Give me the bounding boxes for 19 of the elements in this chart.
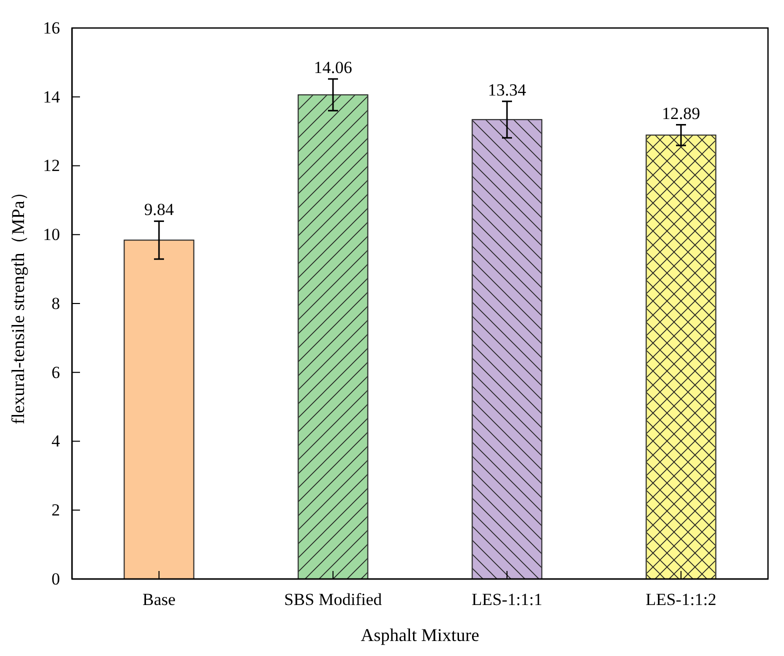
y-tick-label: 12 — [43, 156, 60, 176]
data-label: 13.34 — [488, 80, 527, 100]
y-tick-label: 6 — [52, 362, 60, 382]
y-tick-label: 14 — [43, 87, 60, 106]
x-tick-label: Base — [142, 590, 176, 610]
x-tick-label: SBS Modified — [284, 590, 382, 610]
data-label: 14.06 — [314, 58, 352, 77]
x-axis-title: Asphalt Mixture — [360, 625, 480, 645]
y-tick-label: 0 — [52, 569, 60, 588]
y-tick-label: 16 — [43, 18, 60, 38]
y-axis-title: flexural-tensile strength（MPa） — [8, 182, 28, 424]
data-label: 12.89 — [662, 104, 700, 123]
x-tick-label: LES-1:1:1 — [472, 590, 542, 610]
y-tick-label: 8 — [52, 294, 60, 313]
y-tick-label: 4 — [52, 432, 60, 451]
y-tick-label: 2 — [52, 500, 60, 520]
data-label: 9.84 — [144, 200, 174, 220]
y-tick-label: 10 — [43, 225, 60, 244]
x-tick-label: LES-1:1:2 — [646, 590, 716, 610]
